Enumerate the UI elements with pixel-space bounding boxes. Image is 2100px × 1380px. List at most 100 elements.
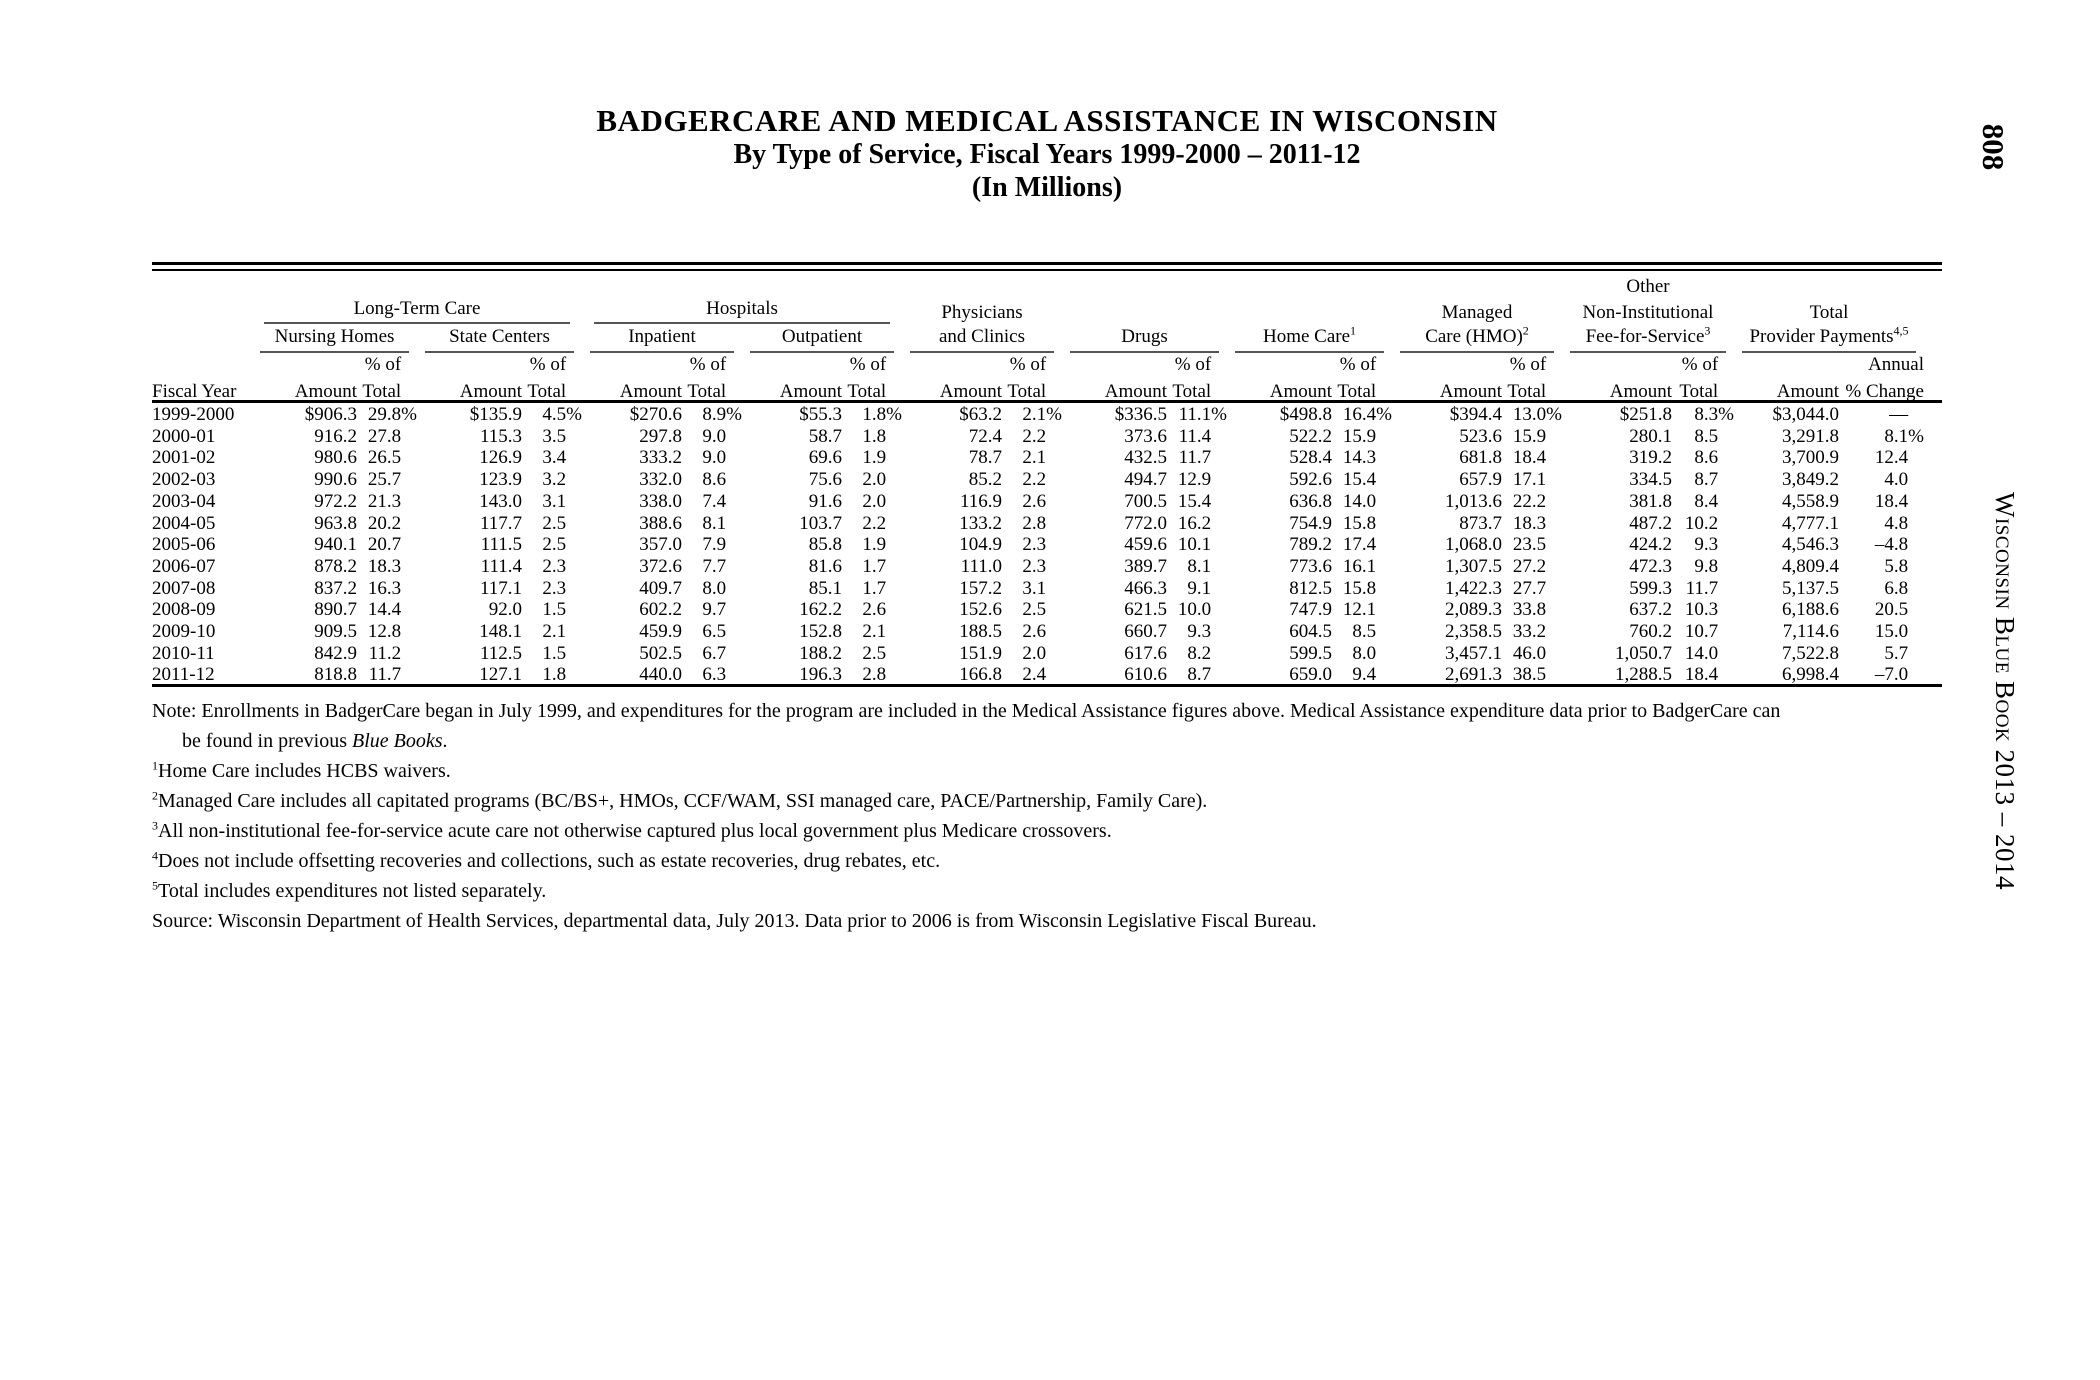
value-cell: 18.3% — [367, 555, 402, 577]
col-inpatient: Inpatient — [582, 324, 742, 353]
value-cell: 18.4% — [1684, 664, 1719, 686]
value-cell: 11.1% — [1178, 404, 1227, 425]
value-cell: 15.8% — [1342, 512, 1377, 534]
value-cell: 440.0 — [639, 664, 682, 686]
value-cell: 15.9% — [1512, 425, 1547, 447]
value-cell: 10.1% — [1177, 534, 1212, 556]
value-cell: 9.0% — [702, 447, 727, 469]
value-cell: 3,700.9 — [1782, 447, 1839, 469]
value-cell: 111.4 — [480, 555, 522, 577]
value-cell: 22.2% — [1512, 490, 1547, 512]
amount-header: Amount — [1609, 381, 1672, 402]
header-row-subgroups: Nursing Homes State Centers Inpatient Ou… — [152, 324, 1924, 353]
value-cell: 10.2% — [1684, 512, 1719, 534]
col-group-long-term-care: Long-Term Care — [252, 298, 582, 324]
value-cell: 16.3% — [367, 577, 402, 599]
value-cell: 599.5 — [1289, 642, 1332, 664]
value-cell: 2.0% — [1022, 642, 1047, 664]
value-cell: 4,777.1 — [1782, 512, 1839, 534]
value-cell: $63.2 — [959, 404, 1002, 425]
fiscal-year-cell: 2010-11 — [152, 642, 215, 664]
table-body: 1999-2000 $906.3 29.8% $135.9 4.5% $270.6 8.9%… — [152, 404, 1924, 686]
value-cell: 6.5% — [702, 621, 727, 643]
value-cell: 29.8% — [367, 404, 417, 425]
pct-of-label: % of% — [1509, 354, 1547, 375]
value-cell: 5.8% — [1884, 555, 1909, 577]
value-cell: $3,044.0 — [1772, 404, 1840, 425]
col-group-total: Total — [1809, 302, 1849, 323]
value-cell: 6,188.6 — [1782, 599, 1839, 621]
value-cell: 3.1% — [542, 490, 567, 512]
value-cell: 196.3 — [799, 664, 842, 686]
total-header: Total% — [847, 381, 887, 402]
amount-header: Amount — [619, 381, 682, 402]
value-cell: 8.0% — [702, 577, 727, 599]
source-line: Source: Wisconsin Department of Health S… — [152, 910, 1317, 932]
value-cell: 381.8 — [1629, 490, 1672, 512]
amount-header: Amount — [939, 381, 1002, 402]
col-total-provider-payments: Provider Payments4,5 — [1734, 324, 1924, 353]
value-cell: 4,809.4 — [1782, 555, 1839, 577]
value-cell: 523.6 — [1459, 425, 1502, 447]
value-cell: 81.6 — [808, 555, 842, 577]
table-row: 2008-09 890.7 14.4% 92.0 1.5% 602.2 9.7% 162.2 2… — [152, 599, 1924, 621]
value-cell: 15.4% — [1177, 490, 1212, 512]
value-cell: 27.2% — [1512, 555, 1547, 577]
value-cell: 20.2% — [367, 512, 402, 534]
value-cell: 4,558.9 — [1782, 490, 1839, 512]
amount-header: Amount — [459, 381, 522, 402]
value-cell: 14.0% — [1684, 642, 1719, 664]
value-cell: 637.2 — [1629, 599, 1672, 621]
table-row: 2005-06 940.1 20.7% 111.5 2.5% 357.0 7.9% 85.8 1… — [152, 534, 1924, 556]
value-cell: 2.6% — [862, 599, 887, 621]
annual-label: Annual — [1868, 354, 1924, 375]
value-cell: $270.6 — [629, 404, 682, 425]
value-cell: 10.3% — [1684, 599, 1719, 621]
value-cell: 2.1% — [1022, 404, 1062, 425]
value-cell: 8.4% — [1694, 490, 1719, 512]
value-cell: 11.7% — [1178, 447, 1212, 469]
value-cell: 1.5% — [542, 599, 567, 621]
value-cell: 604.5 — [1289, 621, 1332, 643]
value-cell: 2,358.5 — [1445, 621, 1502, 643]
value-cell: 1,050.7 — [1615, 642, 1672, 664]
value-cell: 6.7% — [702, 642, 727, 664]
value-cell: 1,013.6 — [1445, 490, 1502, 512]
fiscal-year-header: Fiscal Year — [152, 381, 237, 402]
value-cell: 8.7% — [1187, 664, 1212, 686]
col-drugs: Drugs — [1062, 324, 1227, 353]
footnote-3: 3All non-institutional fee-for-service a… — [152, 818, 1112, 842]
table-row: 2002-03 990.6 25.7% 123.9 3.2% 332.0 8.6% 75.6 2… — [152, 469, 1924, 491]
value-cell: 3.2% — [542, 469, 567, 491]
value-cell: 14.0% — [1342, 490, 1377, 512]
pct-of-label: % of% — [1009, 354, 1047, 375]
value-cell: 2.1% — [542, 621, 567, 643]
value-cell: 15.0% — [1874, 621, 1909, 643]
header-row-pct-of: % of% % of% % of% % of% % of% % of% % of… — [152, 353, 1924, 377]
value-cell: 58.7 — [808, 425, 842, 447]
value-cell: 91.6 — [808, 490, 842, 512]
value-cell: 12.4% — [1874, 447, 1909, 469]
value-cell: 1.8% — [542, 664, 567, 686]
value-cell: 6.3% — [702, 664, 727, 686]
value-cell: 115.3 — [479, 425, 522, 447]
value-cell: 188.5 — [959, 621, 1002, 643]
value-cell: 602.2 — [639, 599, 682, 621]
value-cell: 333.2 — [639, 447, 682, 469]
col-fee-for-service: Fee-for-Service3 — [1562, 324, 1734, 353]
value-cell: 21.3% — [367, 490, 402, 512]
amount-header: Amount — [1269, 381, 1332, 402]
value-cell: 1.7% — [862, 577, 887, 599]
value-cell: 388.6 — [639, 512, 682, 534]
value-cell: 3.4% — [542, 447, 567, 469]
value-cell: 2.5% — [862, 642, 887, 664]
value-cell: 10.7% — [1684, 621, 1719, 643]
value-cell: 18.3% — [1512, 512, 1547, 534]
value-cell: 657.9 — [1459, 469, 1502, 491]
value-cell: $251.8 — [1619, 404, 1672, 425]
footnote-5: 5Total includes expenditures not listed … — [152, 878, 547, 902]
value-cell: 126.9 — [479, 447, 522, 469]
value-cell: 2.1% — [862, 621, 887, 643]
